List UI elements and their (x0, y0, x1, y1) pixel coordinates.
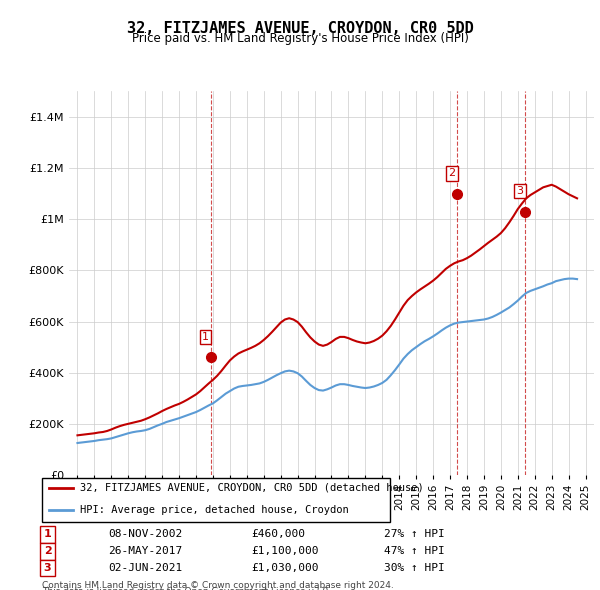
Text: 27% ↑ HPI: 27% ↑ HPI (384, 529, 445, 539)
Text: 30% ↑ HPI: 30% ↑ HPI (384, 563, 445, 573)
Text: 1: 1 (202, 332, 209, 342)
Text: Price paid vs. HM Land Registry's House Price Index (HPI): Price paid vs. HM Land Registry's House … (131, 32, 469, 45)
Text: HPI: Average price, detached house, Croydon: HPI: Average price, detached house, Croy… (80, 505, 349, 514)
Text: Contains HM Land Registry data © Crown copyright and database right 2024.: Contains HM Land Registry data © Crown c… (42, 581, 394, 590)
Text: 08-NOV-2002: 08-NOV-2002 (108, 529, 182, 539)
Text: 2: 2 (448, 168, 455, 178)
Text: 1: 1 (44, 529, 52, 539)
Text: 47% ↑ HPI: 47% ↑ HPI (384, 546, 445, 556)
Text: 26-MAY-2017: 26-MAY-2017 (108, 546, 182, 556)
Text: 32, FITZJAMES AVENUE, CROYDON, CR0 5DD (detached house): 32, FITZJAMES AVENUE, CROYDON, CR0 5DD (… (80, 483, 424, 493)
Text: 3: 3 (517, 186, 523, 196)
FancyBboxPatch shape (42, 478, 390, 522)
Text: £1,100,000: £1,100,000 (252, 546, 319, 556)
Text: This data is licensed under the Open Government Licence v3.0.: This data is licensed under the Open Gov… (42, 587, 331, 590)
Text: 2: 2 (44, 546, 52, 556)
Text: 3: 3 (44, 563, 52, 573)
Text: £460,000: £460,000 (252, 529, 306, 539)
Text: 32, FITZJAMES AVENUE, CROYDON, CR0 5DD: 32, FITZJAMES AVENUE, CROYDON, CR0 5DD (127, 21, 473, 35)
Text: 02-JUN-2021: 02-JUN-2021 (108, 563, 182, 573)
Text: £1,030,000: £1,030,000 (252, 563, 319, 573)
